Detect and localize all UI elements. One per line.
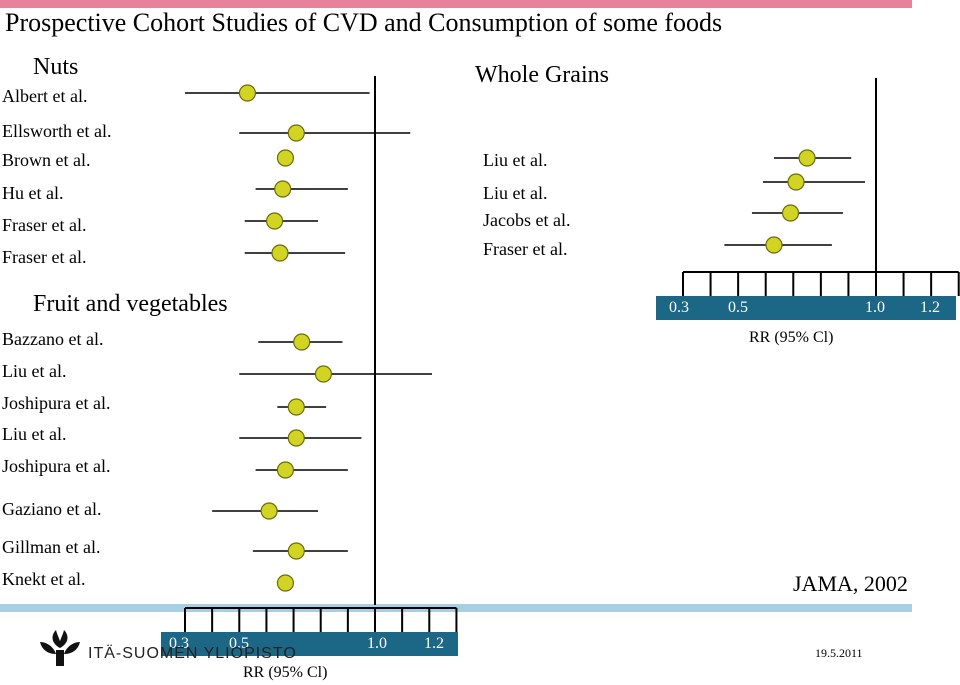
study-label: Bazzano et al. [2, 329, 104, 349]
rr-point [287, 429, 305, 447]
tick-label: 0.3 [169, 635, 189, 652]
study-label: Albert et al. [2, 86, 88, 106]
rr-point [265, 212, 284, 230]
rr-point [271, 244, 289, 262]
tick-label: 0.5 [728, 299, 748, 316]
rr-point [765, 236, 783, 254]
rr-point [238, 84, 257, 102]
rr-point [287, 124, 305, 142]
study-label: Liu et al. [483, 183, 548, 203]
group-header-fruit-vegetables: Fruit and vegetables [33, 291, 228, 317]
axis-band-left [161, 632, 458, 656]
rr-point [781, 204, 800, 222]
study-label: Gillman et al. [2, 537, 101, 557]
rr-point [293, 333, 311, 351]
rr-point [798, 149, 816, 167]
rr-point [276, 574, 295, 592]
study-label: Jacobs et al. [483, 210, 571, 230]
rr-point [287, 398, 305, 416]
study-label: Joshipura et al. [2, 456, 111, 476]
study-label: Ellsworth et al. [2, 121, 112, 141]
university-leaf-icon [40, 630, 80, 666]
tick-label: 1.0 [367, 635, 387, 652]
study-label: Brown et al. [2, 150, 91, 170]
study-label: Fraser et al. [2, 215, 87, 235]
rr-point [274, 180, 292, 198]
tick-label: 0.5 [229, 635, 249, 652]
rr-point [276, 149, 295, 167]
study-label: Fraser et al. [483, 239, 568, 259]
rr-point [314, 365, 333, 383]
page-title: Prospective Cohort Studies of CVD and Co… [5, 8, 723, 37]
citation: JAMA, 2002 [793, 571, 908, 596]
tick-label: 0.3 [669, 299, 689, 316]
study-label: Liu et al. [2, 361, 67, 381]
axis-band-right [656, 296, 956, 320]
rr-point [787, 173, 805, 191]
top-accent-bar [0, 0, 912, 8]
chart-title-whole-grains: Whole Grains [475, 62, 609, 88]
logo-text: ITÄ-SUOMEN YLIOPISTO [88, 645, 297, 662]
study-label: Hu et al. [2, 183, 64, 203]
rr-point [276, 461, 295, 479]
study-label: Joshipura et al. [2, 393, 111, 413]
study-label: Liu et al. [2, 424, 67, 444]
x-axis-label: RR (95% Cl) [749, 329, 834, 346]
x-axis-label: RR (95% Cl) [243, 664, 328, 681]
study-label: Knekt et al. [2, 569, 86, 589]
tick-label: 1.0 [865, 299, 885, 316]
rr-point [287, 542, 305, 560]
tick-label: 1.2 [920, 299, 940, 316]
group-header-nuts: Nuts [33, 54, 79, 80]
study-label: Gaziano et al. [2, 499, 102, 519]
footer-date: 19.5.2011 [815, 646, 863, 660]
rr-point [260, 502, 278, 520]
tick-label: 1.2 [424, 635, 444, 652]
study-label: Liu et al. [483, 150, 548, 170]
study-label: Fraser et al. [2, 247, 87, 267]
